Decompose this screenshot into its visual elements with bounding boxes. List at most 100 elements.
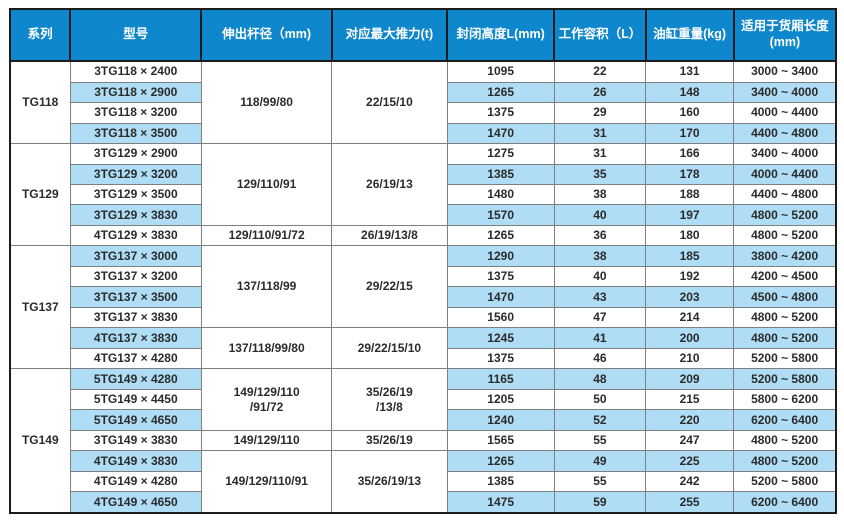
max-thrust-cell: 35/26/19/13 [331, 450, 448, 514]
box-length-cell: 4800 ~ 5200 [733, 327, 837, 349]
max-thrust-cell: 22/15/10 [331, 60, 448, 145]
model-cell: 4TG129 × 3830 [69, 224, 202, 247]
series-cell: TG118 [9, 60, 71, 145]
working-volume-cell: 26 [553, 81, 647, 104]
box-length-cell: 5200 ~ 5800 [733, 347, 837, 370]
working-volume-cell: 31 [553, 122, 647, 145]
box-length-cell: 4200 ~ 4500 [733, 265, 837, 288]
table-row: 4TG149 × 3830 149/129/110/91 35/26/19/13 12… [10, 450, 837, 514]
model-cell: 4TG149 × 3830 [69, 450, 202, 472]
box-length-cell: 3000 ~ 3400 [733, 60, 837, 83]
working-volume-cell: 31 [553, 143, 647, 165]
closed-height-cell: 1265 [446, 224, 555, 247]
closed-height-cell: 1475 [446, 491, 555, 514]
table-row: 3TG118 × 3200 1375 29 160 4000 ~ 4400 [10, 102, 837, 124]
model-cell: 4TG137 × 3830 [69, 327, 202, 349]
model-cell: 3TG118 × 3500 [69, 122, 202, 145]
cylinder-weight-cell: 188 [644, 183, 735, 206]
working-volume-cell: 40 [553, 204, 647, 226]
working-volume-cell: 55 [553, 429, 647, 452]
closed-height-cell: 1560 [446, 306, 555, 329]
closed-height-cell: 1290 [446, 245, 555, 267]
rod-diameter-cell: 149/129/110 [200, 429, 333, 452]
table-row: 3TG118 × 2900 1265 26 148 3400 ~ 4000 [10, 81, 837, 104]
rod-diameter-cell: 149/129/110 /91/72 [200, 368, 333, 431]
cylinder-weight-cell: 192 [644, 265, 735, 288]
model-cell: 3TG129 × 2900 [69, 143, 202, 165]
working-volume-cell: 52 [553, 409, 647, 431]
model-cell: 4TG149 × 4280 [69, 470, 202, 493]
cylinder-weight-cell: 209 [644, 368, 735, 390]
max-thrust-cell: 26/19/13/8 [331, 224, 448, 247]
max-thrust-cell: 26/19/13 [331, 143, 448, 226]
box-length-cell: 4800 ~ 5200 [733, 306, 837, 329]
table-row: TG149 5TG149 × 4280 149/129/110 /91/72 35/2… [9, 368, 837, 514]
rod-diameter-cell: 137/118/99 [200, 245, 333, 329]
table-row: TG118 3TG118 × 2400 118/99/80 22/15/10 1095 2… [9, 60, 837, 145]
working-volume-cell: 22 [553, 60, 647, 83]
series-cell: TG137 [9, 245, 71, 370]
cylinder-weight-cell: 166 [644, 143, 735, 165]
model-cell: 3TG137 × 3500 [69, 286, 202, 308]
series-cell: TG129 [9, 143, 71, 247]
working-volume-cell: 41 [553, 327, 647, 349]
box-length-cell: 4400 ~ 4800 [733, 122, 837, 145]
working-volume-cell: 55 [553, 470, 647, 493]
working-volume-cell: 40 [553, 265, 647, 288]
box-length-cell: 6200 ~ 6400 [733, 409, 837, 431]
cylinder-weight-cell: 131 [644, 60, 735, 83]
closed-height-cell: 1245 [446, 327, 555, 349]
table-row: 4TG137 × 4280 1375 46 210 5200 ~ 5800 [10, 347, 837, 370]
model-cell: 3TG118 × 2400 [69, 60, 202, 83]
closed-height-cell: 1470 [446, 122, 555, 145]
cylinder-weight-cell: 210 [644, 347, 735, 370]
table-header: 系列 型号 伸出杆径（mm) 对应最大推力(t) 封闭高度L(mm) 工作容积（L） 油缸重… [8, 8, 838, 62]
working-volume-cell: 49 [553, 450, 647, 472]
box-length-cell: 4800 ~ 5200 [733, 204, 837, 226]
cylinder-weight-cell: 170 [644, 122, 735, 145]
box-length-cell: 3800 ~ 4200 [733, 245, 837, 267]
closed-height-cell: 1275 [446, 143, 555, 165]
closed-height-cell: 1375 [446, 265, 555, 288]
rod-diameter-cell: 118/99/80 [200, 60, 333, 145]
closed-height-cell: 1095 [446, 60, 555, 83]
rod-diameter-cell: 129/110/91 [200, 143, 333, 226]
table-row: 3TG129 × 3500 1480 38 188 4400 ~ 4800 [10, 183, 837, 206]
table-row: 5TG149 × 4650 1240 52 220 6200 ~ 6400 [10, 409, 837, 431]
table-row: 3TG129 × 3830 1570 40 197 4800 ~ 5200 [10, 204, 837, 226]
header-cell-series: 系列 [8, 8, 72, 62]
model-cell: 3TG137 × 3830 [69, 306, 202, 329]
model-cell: 3TG129 × 3200 [69, 163, 202, 185]
closed-height-cell: 1570 [446, 204, 555, 226]
header-cell-volume: 工作容积（L） [553, 8, 647, 62]
working-volume-cell: 46 [553, 347, 647, 370]
model-cell: 5TG149 × 4280 [69, 368, 202, 390]
cylinder-weight-cell: 203 [644, 286, 735, 308]
box-length-cell: 4800 ~ 5200 [733, 429, 837, 452]
model-cell: 3TG118 × 3200 [69, 102, 202, 124]
cylinder-weight-cell: 197 [644, 204, 735, 226]
model-cell: 3TG137 × 3200 [69, 265, 202, 288]
table-row: 4TG149 × 4280 1385 55 242 5200 ~ 5800 [10, 470, 837, 493]
rod-diameter-cell: 149/129/110/91 [200, 450, 333, 514]
closed-height-cell: 1265 [446, 81, 555, 104]
cylinder-weight-cell: 180 [644, 224, 735, 247]
model-cell: 3TG149 × 3830 [69, 429, 202, 452]
box-length-cell: 4400 ~ 4800 [733, 183, 837, 206]
closed-height-cell: 1240 [446, 409, 555, 431]
working-volume-cell: 29 [553, 102, 647, 124]
closed-height-cell: 1205 [446, 388, 555, 411]
closed-height-cell: 1375 [446, 102, 555, 124]
cylinder-weight-cell: 242 [644, 470, 735, 493]
model-cell: 5TG149 × 4650 [69, 409, 202, 431]
max-thrust-cell: 29/22/15/10 [331, 327, 448, 370]
max-thrust-cell: 35/26/19 [331, 429, 448, 452]
working-volume-cell: 48 [553, 368, 647, 390]
closed-height-cell: 1480 [446, 183, 555, 206]
cylinder-weight-cell: 178 [644, 163, 735, 185]
table-row: TG129 3TG129 × 2900 129/110/91 26/19/13 1275… [9, 143, 837, 247]
rod-diameter-cell: 129/110/91/72 [200, 224, 333, 247]
table-body: TG118 3TG118 × 2400 118/99/80 22/15/10 1095 2… [9, 60, 837, 514]
working-volume-cell: 36 [553, 224, 647, 247]
